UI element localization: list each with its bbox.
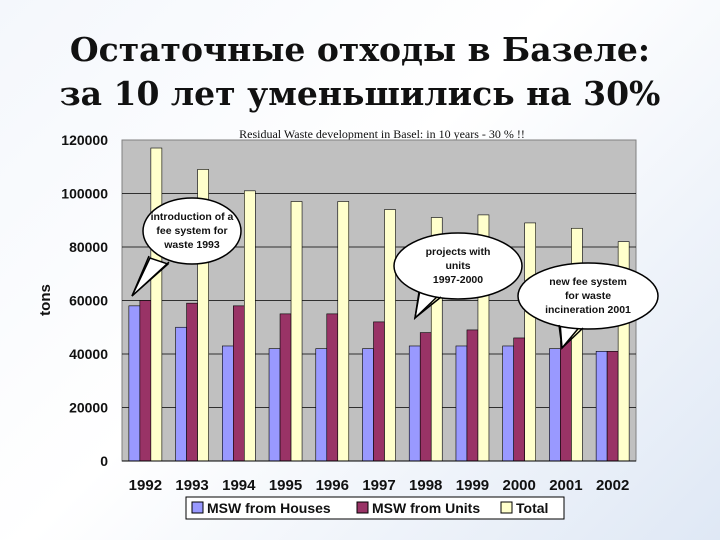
bar-houses-1997 xyxy=(362,348,374,462)
y-tick-label: 120000 xyxy=(61,132,108,148)
callout-text-line: for waste xyxy=(565,290,611,302)
bar-houses-2001 xyxy=(549,348,561,462)
x-tick-label: 1997 xyxy=(362,477,395,494)
chart-title: Residual Waste development in Basel: in … xyxy=(239,127,525,141)
bar-total-1997 xyxy=(384,209,396,462)
bar-total-1992 xyxy=(150,147,163,462)
bar-houses-1993 xyxy=(175,326,187,462)
bar-units-1996 xyxy=(326,313,339,462)
callout-bubble xyxy=(142,197,242,265)
bar-houses-1996 xyxy=(315,348,328,462)
bar-units-1994 xyxy=(233,305,245,462)
callout-bubble xyxy=(517,262,659,330)
bar-total-1995 xyxy=(290,201,303,462)
x-tick-label: 1993 xyxy=(175,477,208,494)
callout-text-line: 1997-2000 xyxy=(433,274,483,286)
callout-text-line: waste 1993 xyxy=(163,239,220,251)
bars xyxy=(128,147,630,462)
callout-text-line: projects with xyxy=(426,246,491,258)
legend-label-total: Total xyxy=(516,500,548,516)
bar-units-2002 xyxy=(606,351,619,462)
bar-units-1997 xyxy=(373,321,385,462)
x-tick-label: 1999 xyxy=(456,477,489,494)
legend-label-houses: MSW from Houses xyxy=(207,500,331,516)
slide-title-line-1: Остаточные отходы в Базеле: xyxy=(69,30,651,69)
legend-box xyxy=(185,496,565,520)
legend-label-units: MSW from Units xyxy=(372,500,480,516)
callout-text-line: fee system for xyxy=(156,225,227,237)
bar-houses-1999 xyxy=(455,345,468,462)
legend-swatch-houses xyxy=(191,501,204,514)
legend-swatch-units xyxy=(356,501,369,514)
slide-title-line-2: за 10 лет уменьшились на 30% xyxy=(59,74,661,113)
callout-pointer-outline xyxy=(131,255,170,297)
y-tick-label: 0 xyxy=(100,453,108,469)
y-tick-label: 20000 xyxy=(69,400,108,416)
y-tick-label: 40000 xyxy=(69,346,108,362)
bar-units-1995 xyxy=(279,313,292,462)
callout-fee-1993: introduction of a fee system for waste 1… xyxy=(131,197,242,297)
callout-text-line: units xyxy=(445,260,470,272)
y-tick-label: 80000 xyxy=(69,239,108,255)
callout-pointer-outline xyxy=(413,291,442,320)
x-tick-label: 1992 xyxy=(129,477,162,494)
bar-houses-1994 xyxy=(222,345,234,462)
callout-projects-units: projects with units 1997-2000 xyxy=(393,232,523,321)
y-tick-label: 60000 xyxy=(69,293,108,309)
y-axis-label: tons xyxy=(37,284,54,316)
slide-title: Остаточные отходы в Базеле: за 10 лет ум… xyxy=(0,28,720,116)
bar-units-1999 xyxy=(466,329,479,462)
x-tick-label: 1998 xyxy=(409,477,442,494)
bar-total-2000 xyxy=(524,222,536,462)
callout-new-fee-2001: new fee system for waste incineration 20… xyxy=(517,262,659,350)
callout-bubble xyxy=(393,232,523,300)
bar-houses-1992 xyxy=(128,305,141,462)
legend-swatch-total xyxy=(500,501,513,514)
y-tick-label: 100000 xyxy=(61,186,108,202)
x-tick-labels: 1992 1993 1994 1995 1996 1997 1998 1999 2000 2001… xyxy=(129,477,630,494)
x-tick-label: 2002 xyxy=(596,477,629,494)
bar-total-1996 xyxy=(337,201,350,462)
callout-text-line: new fee system xyxy=(549,276,627,288)
bar-total-1994 xyxy=(244,190,256,462)
callout-text-line: introduction of a xyxy=(151,211,234,223)
y-tick-labels: 0 20000 40000 60000 80000 100000 120000 xyxy=(61,132,108,469)
bar-houses-2000 xyxy=(502,345,514,462)
x-tick-label: 1994 xyxy=(222,477,256,494)
bar-units-1993 xyxy=(186,302,198,462)
bar-units-2000 xyxy=(513,337,525,462)
x-tick-label: 2000 xyxy=(502,477,535,494)
bar-units-1992 xyxy=(139,300,152,462)
bar-houses-1998 xyxy=(408,345,421,462)
bar-houses-1995 xyxy=(268,348,281,462)
x-tick-label: 1996 xyxy=(316,477,349,494)
bar-units-2001 xyxy=(560,340,572,462)
bar-units-1998 xyxy=(419,332,432,462)
x-tick-label: 1995 xyxy=(269,477,302,494)
legend: MSW from Houses MSW from Units Total xyxy=(185,496,565,520)
callout-pointer-outline xyxy=(558,324,584,350)
callout-text-line: incineration 2001 xyxy=(545,304,631,316)
x-tick-label: 2001 xyxy=(549,477,582,494)
bar-houses-2002 xyxy=(595,351,608,462)
